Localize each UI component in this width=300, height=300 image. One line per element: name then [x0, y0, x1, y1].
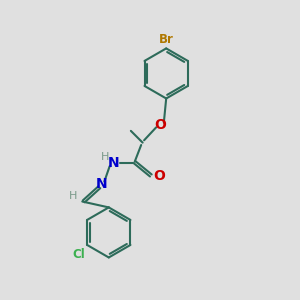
- Text: O: O: [154, 118, 166, 132]
- Text: Cl: Cl: [72, 248, 85, 261]
- Text: N: N: [96, 177, 107, 191]
- Text: Br: Br: [159, 33, 174, 46]
- Text: H: H: [69, 190, 78, 201]
- Text: N: N: [107, 156, 119, 170]
- Text: H: H: [101, 152, 109, 162]
- Text: O: O: [153, 169, 165, 184]
